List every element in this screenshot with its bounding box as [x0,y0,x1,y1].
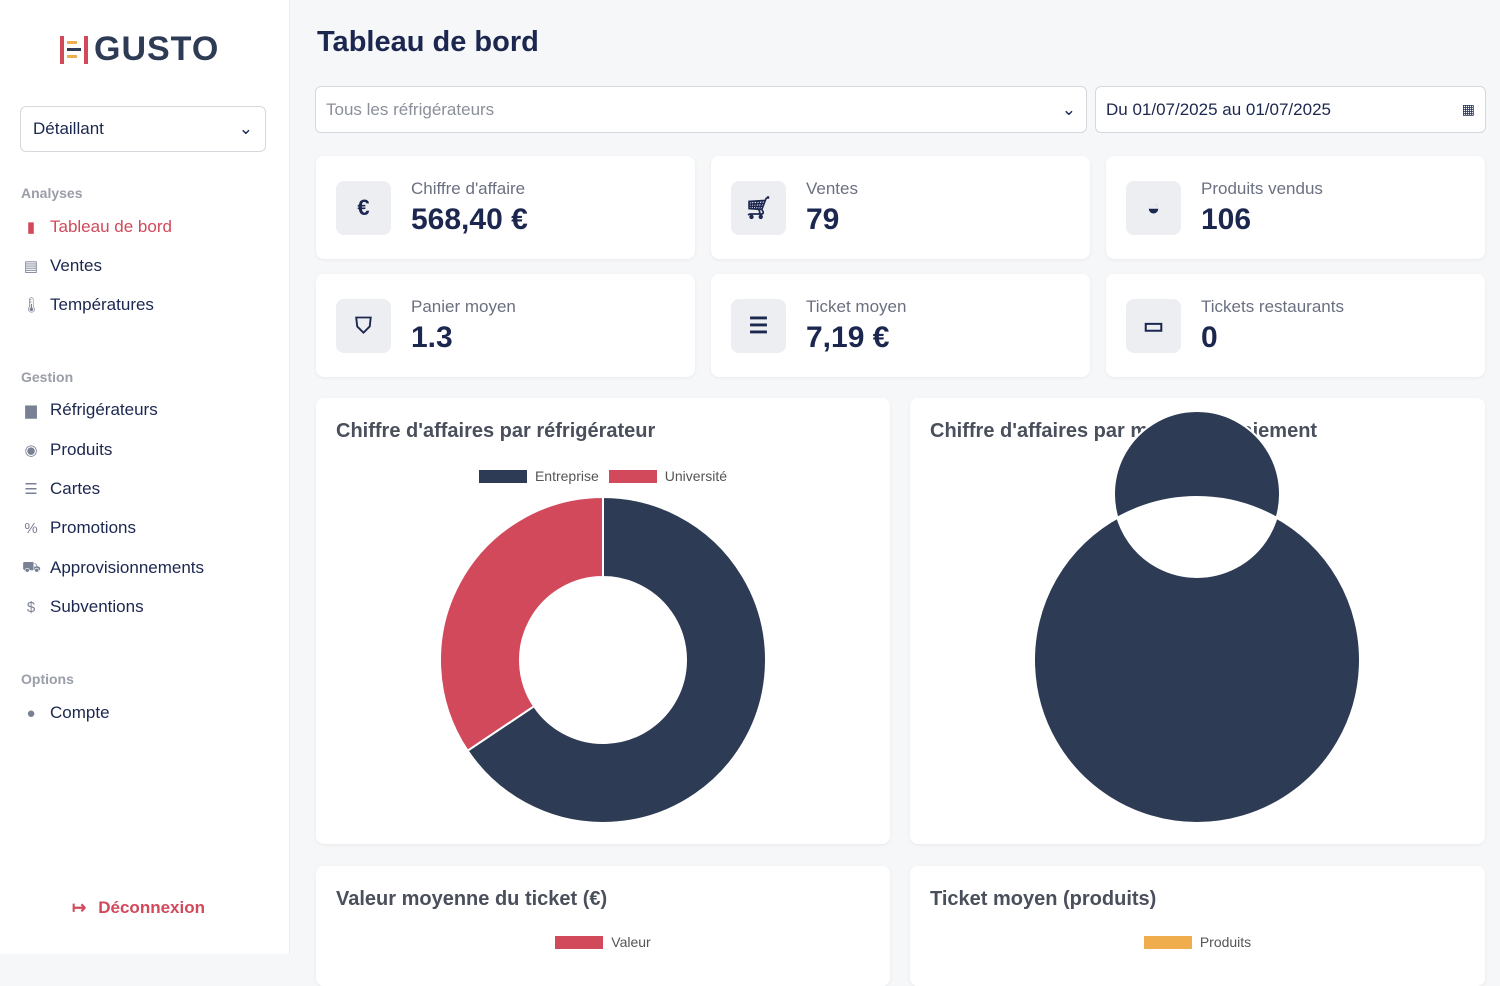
donut-chart [439,495,767,824]
legend-swatch [1143,935,1192,949]
section-gestion: Gestion [21,369,74,385]
sidebar-item-approvisionnements[interactable]: ⛟ Approvisionnements [22,558,204,578]
chart-title: Chiffre d'affaires par réfrigérateur [336,420,656,442]
thermometer-icon: 🌡︎ [22,297,42,314]
date-range-value: Du 01/07/2025 au 01/07/2025 [1106,99,1331,119]
sidebar-item-promotions[interactable]: % Promotions [22,518,136,538]
donut-chart [1033,410,1361,824]
salad-bowl-icon: ◒ [1126,181,1181,235]
sidebar-item-produits[interactable]: ◉ Produits [22,440,112,460]
donut-slice-université[interactable] [439,495,604,753]
kpi-label: Produits vendus [1201,179,1323,198]
kpi-value: 106 [1201,203,1252,236]
chart-title: Ticket moyen (produits) [930,888,1157,910]
label: Approvisionnements [50,558,205,577]
label: Produits [50,440,113,459]
kpi-card: ☰ Ticket moyen 7,19 € [711,274,1090,377]
kpi-card: ◒ Produits vendus 106 [1106,156,1485,259]
sidebar-item-subventions[interactable]: $ Subventions [22,597,144,617]
legend-item[interactable]: Entreprise [478,468,599,484]
ticket-icon: ▭ [1126,299,1181,353]
sidebar-item-cartes[interactable]: ☰ Cartes [22,479,100,499]
chart-card-refrigerateur: Chiffre d'affaires par réfrigérateur Ent… [316,398,890,844]
chart-card-paiement: Chiffre d'affaires par moyen de paiement… [910,398,1485,844]
chart-bar-icon: ▮ [26,219,36,236]
kpi-card: € Chiffre d'affaire 568,40 € [316,156,695,259]
kpi-label: Panier moyen [411,297,516,316]
chart-card-ticket-produits: Ticket moyen (produits) Produits [910,866,1485,986]
sidebar: GUSTO Détaillant ⌄ Analyses ▮ Tableau de b… [0,0,290,954]
gusto-logo[interactable]: GUSTO [60,30,219,69]
label: Cartes [50,479,101,498]
legend-swatch [478,469,527,483]
page-title: Tableau de bord [317,26,539,58]
cash-register-icon: ▤ [23,258,39,275]
label: Températures [50,295,154,314]
cart-icon: 🛒︎ [731,181,786,235]
legend-item[interactable]: Produits [1143,934,1252,950]
kpi-card: ⛉ Panier moyen 1.3 [316,274,695,377]
kpi-value: 1.3 [411,321,453,354]
fridge-select[interactable]: Tous les réfrigérateurs ⌄ [315,86,1087,133]
legend-label: Produits [1199,934,1252,950]
label: Subventions [50,597,144,616]
logo-mark-icon [60,35,88,65]
kpi-label: Chiffre d'affaire [411,179,526,198]
label: Compte [50,703,110,722]
receipt-icon: ☰ [731,299,786,353]
label: Tableau de bord [50,217,172,236]
kpi-label: Tickets restaurants [1201,297,1344,316]
chart-title: Valeur moyenne du ticket (€) [336,888,608,910]
user-icon: ● [26,704,36,722]
sidebar-item-tableau-de-bord[interactable]: ▮ Tableau de bord [22,217,172,237]
basket-icon: ⛉ [336,299,391,353]
fridge-icon: ▆ [25,402,37,419]
role-select[interactable]: Détaillant ⌄ [20,106,266,152]
legend-label: Valeur [611,934,651,950]
legend-swatch [555,935,604,949]
label: Réfrigérateurs [50,400,158,419]
sidebar-item-temperatures[interactable]: 🌡︎ Températures [22,295,154,315]
logout-button[interactable]: ↦ Déconnexion [72,898,205,918]
chevron-down-icon: ⌄ [1061,99,1076,119]
role-select-value: Détaillant [33,119,104,138]
chevron-down-icon: ⌄ [238,119,253,138]
legend-label: Entreprise [534,468,599,484]
legend-label: Université [664,468,728,484]
legend-item[interactable]: Université [608,468,728,484]
hand-dollar-icon: $ [26,598,36,616]
logo-text: GUSTO [94,30,220,68]
percent-icon: % [24,519,38,537]
kpi-label: Ticket moyen [806,297,907,316]
label: Ventes [50,256,102,275]
date-range-picker[interactable]: Du 01/07/2025 au 01/07/2025 ▦ [1095,86,1486,133]
legend-swatch [608,469,657,483]
donut-slice-entreprise[interactable] [466,495,767,824]
kpi-value: 79 [806,203,840,236]
calendar-icon: ▦ [1461,101,1475,117]
section-options: Options [21,671,74,687]
kpi-card: 🛒︎ Ventes 79 [711,156,1090,259]
euro-icon: € [336,181,391,235]
donut-slice-carte-bancaire[interactable] [1033,410,1361,824]
kpi-card: ▭ Tickets restaurants 0 [1106,274,1485,377]
sidebar-item-ventes[interactable]: ▤ Ventes [22,256,102,276]
kpi-value: 0 [1201,321,1218,354]
sidebar-item-compte[interactable]: ● Compte [22,703,110,723]
chart-card-valeur-ticket: Valeur moyenne du ticket (€) Valeur [316,866,890,986]
section-analyses: Analyses [21,185,83,201]
legend-item[interactable]: Valeur [555,934,651,950]
label: Promotions [50,518,136,537]
dolly-icon: ⛟ [22,558,41,576]
fridge-select-placeholder: Tous les réfrigérateurs [326,99,495,119]
kpi-label: Ventes [806,179,858,198]
logout-label: Déconnexion [98,898,205,917]
sign-out-icon: ↦ [72,898,87,917]
plate-utensils-icon: ◉ [24,442,38,459]
kpi-value: 7,19 € [806,321,890,354]
list-icon: ☰ [24,481,38,498]
kpi-value: 568,40 € [411,203,528,236]
sidebar-item-refrigerateurs[interactable]: ▆ Réfrigérateurs [22,400,158,420]
